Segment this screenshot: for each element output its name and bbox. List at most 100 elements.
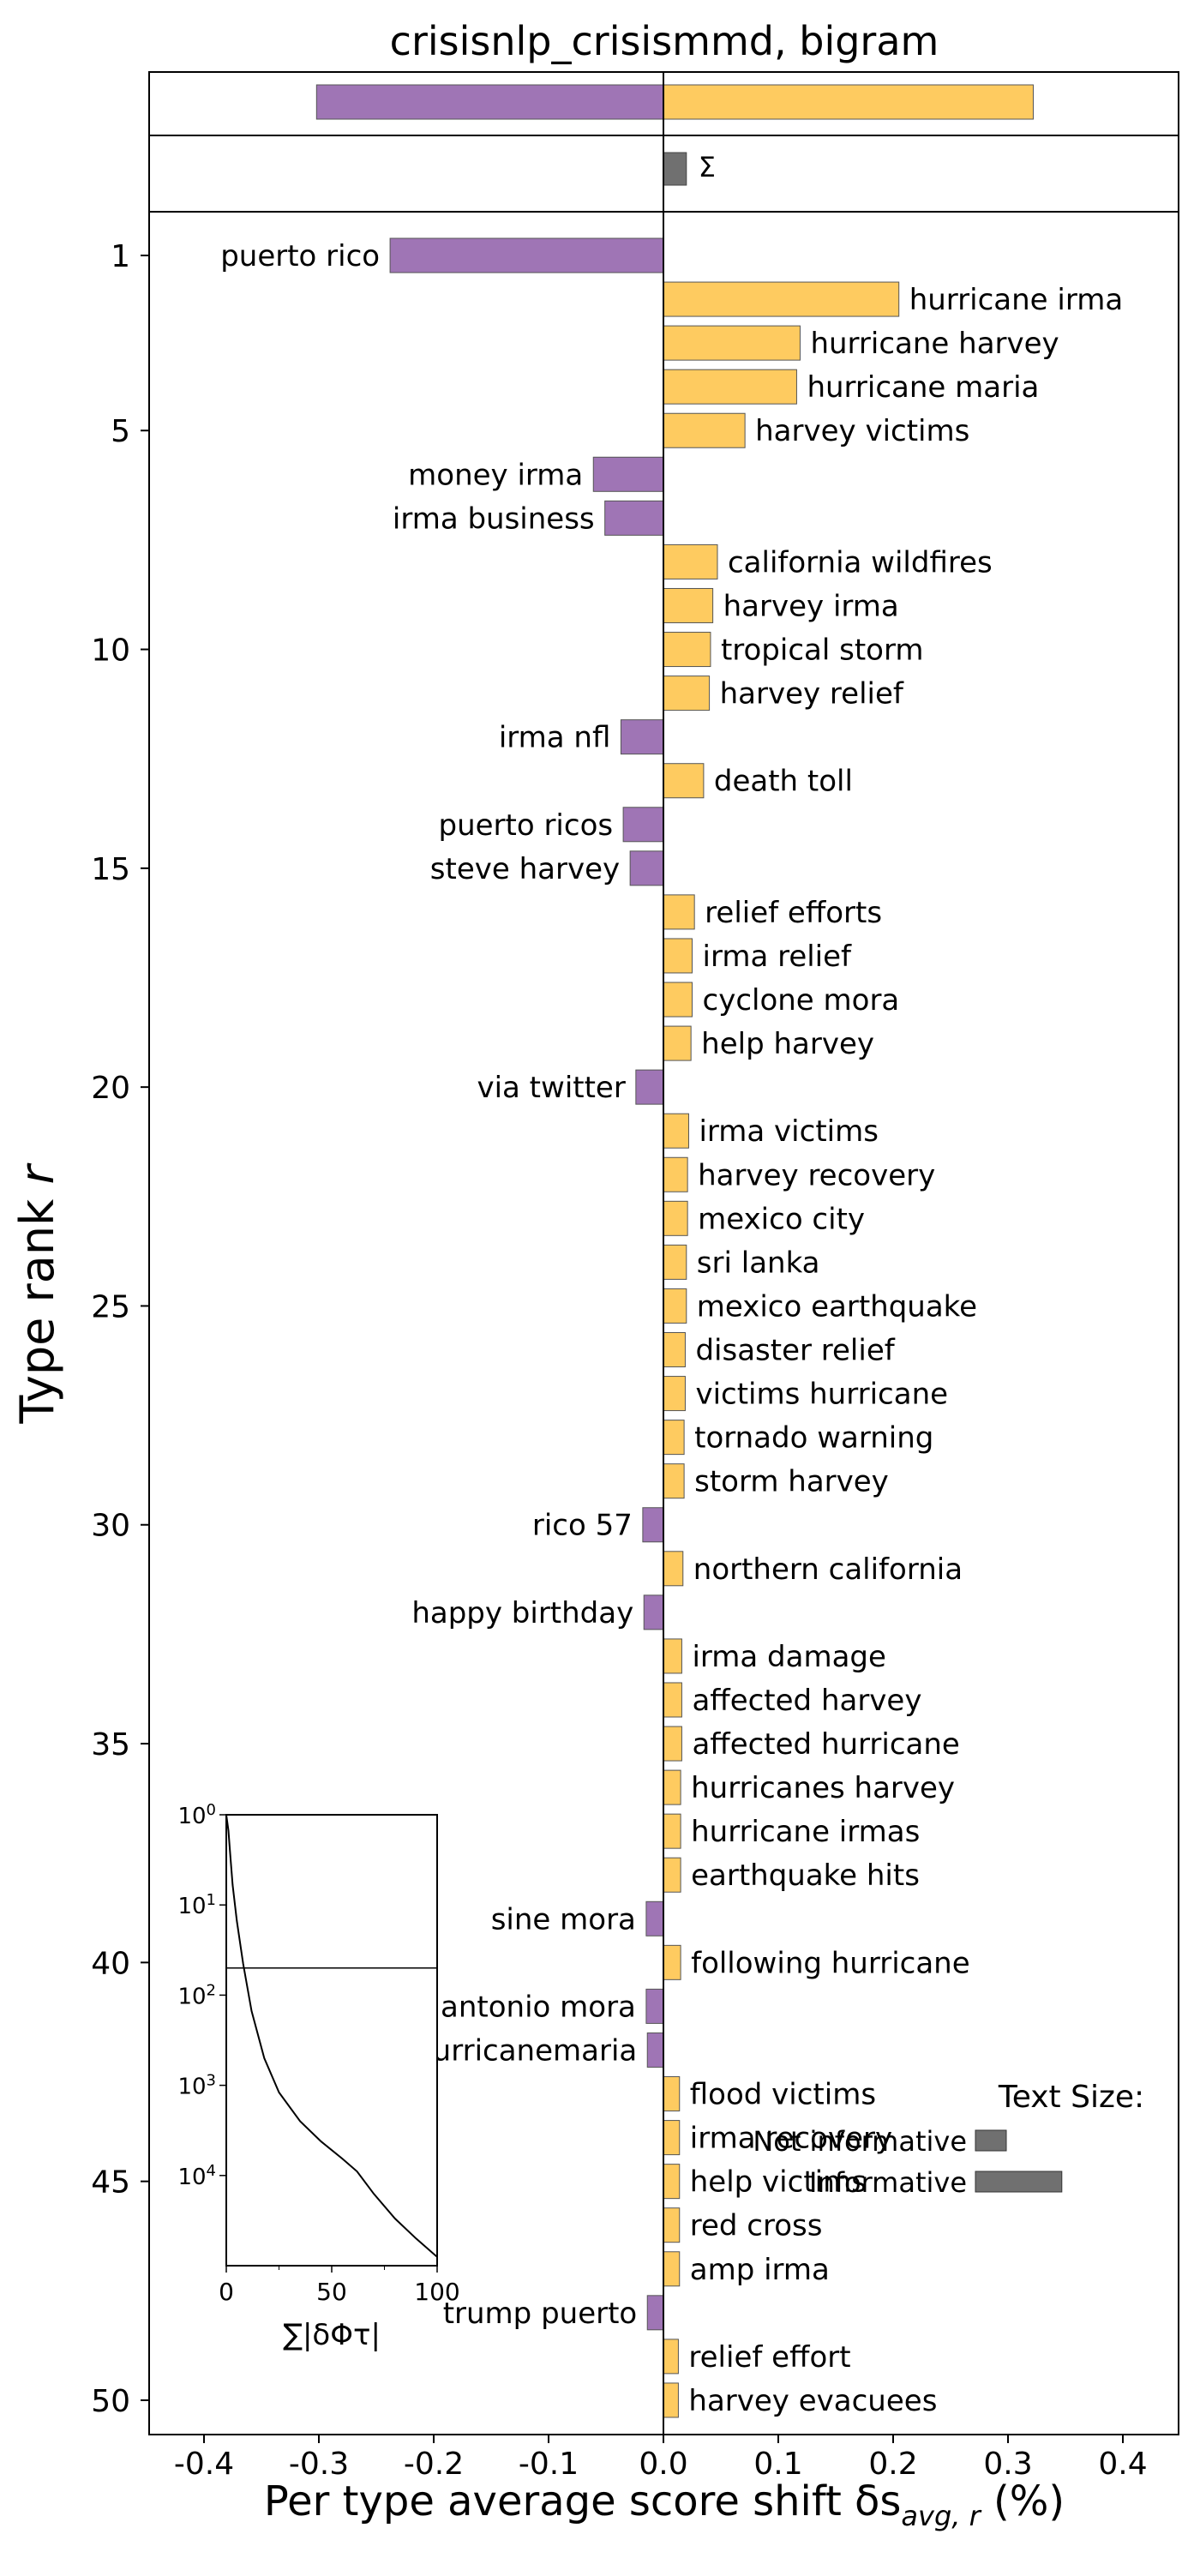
legend-title: Text Size:: [998, 2080, 1144, 2115]
chart-title: crisisnlp_crisismmd, bigram: [390, 18, 939, 64]
bar-label-rank-16: relief efforts: [705, 896, 882, 930]
summary-negative-bar: [315, 84, 664, 120]
bar-label-rank-26: disaster relief: [695, 1334, 895, 1368]
y-tick-label: 20: [91, 1071, 130, 1106]
inset-x-axis-title: ∑|δΦτ|: [283, 2318, 381, 2352]
bar-label-rank-20: via twitter: [477, 1071, 625, 1105]
bar-label-rank-4: hurricane maria: [807, 370, 1039, 405]
bar-label-rank-30: rico 57: [532, 1509, 633, 1543]
y-tick-label: 1: [111, 239, 130, 274]
bar-label-rank-14: puerto ricos: [438, 808, 613, 843]
y-tick-label: 5: [111, 414, 130, 449]
inset-y-tick-exponent: 0: [207, 1801, 216, 1819]
bar-label-rank-18: cyclone mora: [703, 983, 900, 1018]
bar-rank-41: [645, 1988, 664, 2024]
inset-x-tick-label: 0: [219, 2278, 234, 2306]
bar-rank-48: [646, 2295, 664, 2331]
bar-label-rank-45: help victims: [690, 2165, 867, 2200]
bar-rank-34: [663, 1682, 682, 1718]
x-tick-label: 0.3: [983, 2447, 1032, 2482]
y-tick-label: 15: [91, 852, 130, 887]
bar-label-rank-49: relief effort: [688, 2340, 850, 2375]
x-tick-label: 0.4: [1098, 2447, 1147, 2482]
bar-label-rank-7: irma business: [393, 501, 595, 536]
summary-sum-bar: [663, 152, 687, 186]
x-tick-label: -0.3: [289, 2447, 349, 2482]
y-tick-label: 50: [91, 2384, 130, 2419]
bar-label-rank-25: mexico earthquake: [697, 1289, 977, 1324]
bar-rank-36: [663, 1769, 681, 1805]
bar-rank-15: [629, 850, 664, 886]
bar-rank-33: [663, 1638, 682, 1674]
bar-rank-17: [663, 938, 693, 974]
inset-y-tick-base: 10: [177, 1894, 206, 1919]
bar-label-rank-50: harvey evacuees: [688, 2384, 937, 2418]
y-tick-label: 25: [91, 1289, 130, 1324]
inset-y-tick-label: 104: [177, 2162, 216, 2190]
bar-rank-50: [663, 2382, 679, 2418]
y-tick-label: 35: [91, 1727, 130, 1762]
bar-rank-27: [663, 1376, 686, 1412]
inset-y-tick-base: 10: [177, 1984, 206, 2009]
bar-rank-45: [663, 2164, 681, 2200]
bar-rank-32: [643, 1594, 664, 1630]
inset-y-tick-base: 10: [177, 2165, 206, 2190]
inset-y-tick-label: 100: [177, 1801, 216, 1829]
bar-label-rank-32: happy birthday: [411, 1596, 633, 1630]
bar-rank-9: [663, 587, 714, 623]
bar-label-rank-48: trump puerto: [443, 2297, 638, 2331]
bar-rank-13: [663, 763, 705, 799]
legend-swatch-1: [975, 2129, 1007, 2152]
bar-rank-46: [663, 2207, 681, 2243]
inset-y-tick-exponent: 4: [207, 2162, 216, 2180]
bar-rank-22: [663, 1156, 688, 1192]
bar-rank-23: [663, 1200, 688, 1236]
bar-rank-4: [663, 369, 797, 405]
x-tick-label: 0.1: [753, 2447, 802, 2482]
bar-label-rank-19: help harvey: [701, 1027, 874, 1061]
bar-label-rank-41: antonio mora: [441, 1990, 636, 2024]
bar-label-rank-33: irma damage: [692, 1640, 885, 1674]
bar-label-rank-17: irma relief: [703, 940, 853, 974]
summary-positive-bar: [663, 84, 1034, 120]
inset-y-tick-exponent: 2: [207, 1981, 216, 1999]
bar-rank-21: [663, 1113, 689, 1149]
bar-label-rank-47: amp irma: [690, 2253, 830, 2287]
bar-rank-25: [663, 1288, 687, 1324]
bar-label-rank-15: steve harvey: [430, 852, 620, 886]
bar-label-rank-44: irma recovery: [690, 2122, 892, 2156]
bar-label-rank-8: california wildfires: [728, 545, 993, 579]
x-tick-label: 0.0: [639, 2447, 687, 2482]
bar-rank-5: [663, 412, 746, 448]
y-axis-title-variable: r: [10, 1163, 64, 1185]
bar-rank-38: [663, 1857, 681, 1893]
bar-label-rank-37: hurricane irmas: [691, 1815, 920, 1849]
x-tick-label: -0.2: [404, 2447, 464, 2482]
bar-label-rank-11: harvey relief: [720, 677, 904, 712]
bar-rank-30: [642, 1507, 664, 1543]
inset-x-tick-label: 100: [414, 2278, 459, 2306]
bar-label-rank-22: harvey recovery: [698, 1158, 935, 1192]
bar-rank-40: [663, 1944, 681, 1980]
bar-label-rank-28: tornado warning: [694, 1421, 933, 1456]
legend-swatch-2: [975, 2171, 1063, 2193]
x-axis-title-main: Per type average score shift δs: [264, 2477, 902, 2525]
bar-label-rank-43: flood victims: [690, 2078, 876, 2112]
bar-rank-16: [663, 894, 695, 930]
bar-rank-10: [663, 632, 711, 668]
bar-rank-24: [663, 1244, 687, 1280]
y-tick-label: 30: [91, 1509, 130, 1544]
bar-label-rank-13: death toll: [714, 765, 853, 799]
y-tick-label: 45: [91, 2165, 130, 2201]
main-plot-panel: puerto rico hurricane irma hurricane harve…: [148, 211, 1179, 2435]
bar-label-rank-6: money irma: [408, 458, 583, 492]
bar-rank-7: [604, 500, 664, 536]
bar-rank-28: [663, 1420, 685, 1456]
bar-rank-1: [389, 237, 664, 273]
inset-curve: [225, 1814, 438, 2258]
bar-rank-39: [645, 1900, 664, 1937]
bar-rank-6: [592, 456, 664, 492]
